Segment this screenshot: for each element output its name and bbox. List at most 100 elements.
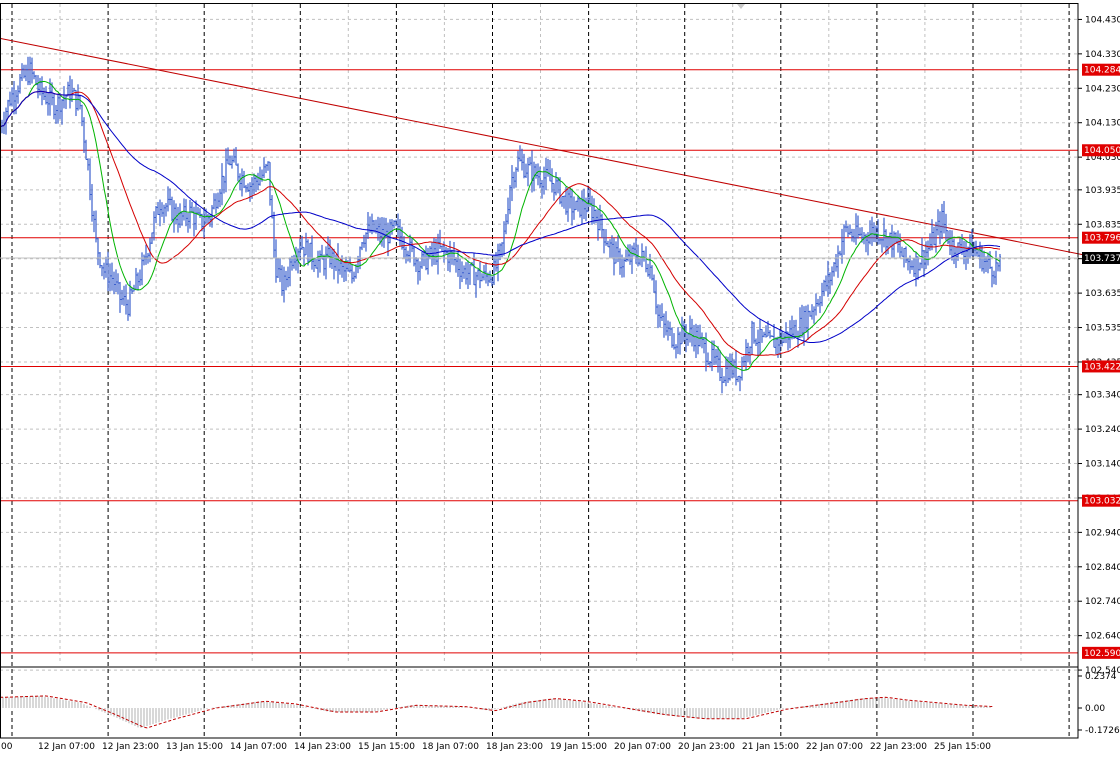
- price-bar: [673, 333, 675, 350]
- price-bar: [623, 257, 625, 278]
- price-bar: [545, 157, 547, 191]
- price-bar: [831, 266, 833, 286]
- price-bar: [287, 266, 289, 288]
- price-bar: [755, 338, 757, 347]
- price-bar: [493, 255, 495, 286]
- price-bar: [971, 229, 973, 257]
- level-price-badge: 104.050: [1082, 144, 1120, 157]
- price-bar: [819, 296, 821, 314]
- price-bar: [395, 219, 397, 227]
- price-bar: [227, 147, 229, 165]
- price-bar: [695, 323, 697, 359]
- price-bar: [503, 221, 505, 256]
- price-bar: [145, 244, 147, 265]
- price-bar: [505, 214, 507, 235]
- price-bar: [17, 85, 19, 104]
- price-bar: [563, 195, 565, 209]
- x-tick-label: 19 Jan 15:00: [550, 742, 607, 752]
- price-bar: [669, 321, 671, 337]
- price-bar: [47, 92, 49, 116]
- price-bar: [399, 219, 401, 247]
- price-bar: [303, 246, 305, 266]
- price-bar: [821, 282, 823, 307]
- price-bar: [9, 91, 11, 107]
- price-bar: [627, 244, 629, 262]
- current-price-label: 103.737: [1084, 254, 1120, 264]
- price-bar: [439, 229, 441, 249]
- oscillator-signal-line: [0, 695, 994, 729]
- price-bar: [57, 94, 59, 124]
- price-bar: [427, 247, 429, 275]
- price-bar: [993, 270, 995, 285]
- price-bar: [905, 246, 907, 263]
- price-bar: [879, 237, 881, 245]
- price-bar: [535, 163, 537, 179]
- price-bar: [763, 331, 765, 338]
- price-bar: [97, 237, 99, 266]
- price-bar: [363, 234, 365, 248]
- price-bar: [913, 258, 915, 277]
- price-bar: [275, 239, 277, 283]
- price-bar: [201, 213, 203, 232]
- price-bar: [883, 217, 885, 248]
- price-bar: [919, 262, 921, 271]
- price-bar: [635, 237, 637, 264]
- price-bar: [845, 220, 847, 233]
- price-bar: [815, 293, 817, 316]
- price-bar: [393, 220, 395, 229]
- price-bar: [675, 344, 677, 359]
- price-bar: [269, 161, 271, 206]
- price-bar: [11, 87, 13, 107]
- price-bar: [653, 274, 655, 293]
- price-bar: [429, 245, 431, 260]
- price-bar: [49, 78, 51, 116]
- oscillator-tick-label: 0.00: [1085, 704, 1105, 714]
- price-bar: [581, 190, 583, 225]
- price-bar: [213, 193, 215, 210]
- price-bar: [81, 104, 83, 127]
- price-bar: [21, 63, 23, 82]
- price-bar: [515, 167, 517, 188]
- price-bar: [517, 151, 519, 172]
- price-bar: [541, 179, 543, 199]
- price-bar: [485, 262, 487, 284]
- price-bar: [397, 213, 399, 238]
- price-bar: [817, 298, 819, 307]
- price-bar: [329, 239, 331, 268]
- price-bar: [119, 281, 121, 313]
- price-bar: [449, 240, 451, 273]
- price-bar: [455, 257, 457, 273]
- price-bar: [415, 257, 417, 273]
- price-bar: [153, 211, 155, 241]
- trend-line[interactable]: [0, 37, 1120, 263]
- price-bar: [851, 228, 853, 242]
- price-bar: [843, 224, 845, 255]
- price-bar: [233, 148, 235, 163]
- price-bar: [895, 232, 897, 244]
- price-bar: [765, 325, 767, 338]
- price-bar: [71, 79, 73, 103]
- price-bar: [525, 163, 527, 178]
- price-bar: [257, 172, 259, 191]
- chart-shift-marker-icon[interactable]: [737, 4, 745, 9]
- oscillator-tick-label: -0.1726: [1085, 726, 1120, 736]
- price-bar: [317, 250, 319, 278]
- price-bar: [421, 251, 423, 269]
- price-bar: [937, 209, 939, 236]
- price-bar: [461, 261, 463, 283]
- price-bar: [779, 329, 781, 356]
- price-bar: [475, 271, 477, 298]
- level-price-label: 104.050: [1084, 146, 1120, 156]
- y-tick-label: 102.940: [1085, 528, 1120, 538]
- price-bar: [539, 166, 541, 189]
- price-bar: [263, 157, 265, 179]
- moving-average-fast: [0, 80, 1001, 371]
- price-bar: [331, 248, 333, 270]
- price-bar: [959, 238, 961, 254]
- price-bar: [365, 232, 367, 252]
- price-bar: [23, 64, 25, 79]
- price-bar: [579, 198, 581, 218]
- price-bar: [877, 219, 879, 245]
